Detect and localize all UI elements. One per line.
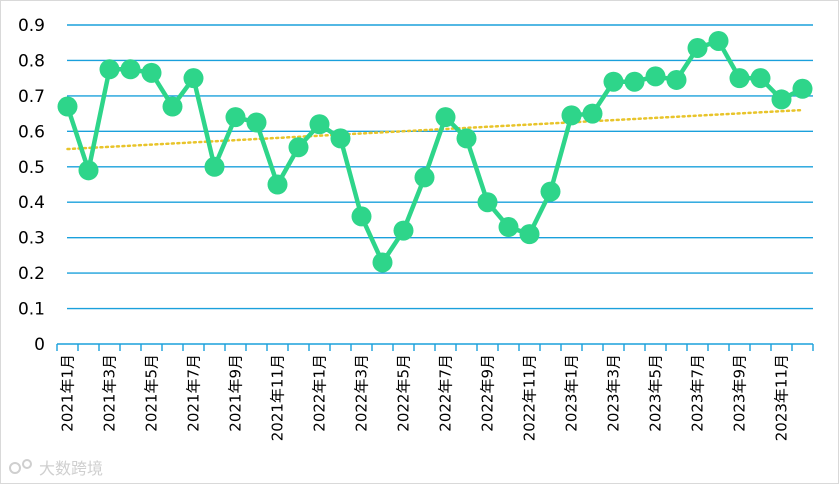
- data-point: [414, 167, 435, 188]
- data-point: [351, 206, 372, 227]
- data-point: [288, 137, 309, 158]
- axes: [56, 343, 814, 351]
- data-point: [372, 252, 393, 273]
- watermark-text: 大数跨境: [39, 459, 103, 478]
- data-point: [792, 78, 813, 99]
- x-tick-label: 2021年11月: [269, 354, 287, 441]
- y-tick-label: 0.4: [18, 193, 45, 213]
- x-tick-label: 2023年11月: [773, 354, 791, 441]
- data-point: [477, 192, 498, 213]
- x-tick-label: 2021年1月: [59, 354, 77, 432]
- watermark: 大数跨境: [9, 459, 103, 478]
- y-tick-label: 0.6: [18, 122, 45, 142]
- data-point: [99, 59, 120, 80]
- data-point: [309, 114, 330, 135]
- series-line: [65, 38, 804, 265]
- y-tick-label: 0.8: [18, 51, 45, 71]
- y-tick-label: 0.7: [18, 87, 45, 107]
- data-point: [645, 66, 666, 87]
- trendline-layer: [66, 108, 804, 151]
- x-tick-label: 2022年9月: [479, 354, 497, 432]
- data-point: [225, 107, 246, 128]
- x-tick-label: 2023年7月: [689, 354, 707, 432]
- y-tick-label: 0.2: [18, 264, 45, 284]
- gridlines: [67, 24, 813, 310]
- data-point: [498, 217, 519, 238]
- data-point: [708, 30, 729, 51]
- x-tick-label: 2022年11月: [521, 354, 539, 441]
- data-point: [750, 68, 771, 89]
- y-tick-label: 0.9: [18, 16, 45, 36]
- data-point: [729, 68, 750, 89]
- data-point: [771, 89, 792, 110]
- data-point: [204, 156, 225, 177]
- data-point: [141, 62, 162, 83]
- x-tick-label: 2023年5月: [647, 354, 665, 432]
- data-point: [540, 181, 561, 202]
- data-point: [78, 160, 99, 181]
- x-tick-label: 2021年3月: [101, 354, 119, 432]
- data-point: [267, 174, 288, 195]
- data-point: [561, 105, 582, 126]
- data-point: [582, 103, 603, 124]
- x-axis-labels: 2021年1月 2021年3月 2021年5月 2021年7月 2021年9月 2021年…: [59, 354, 791, 441]
- data-point: [624, 71, 645, 92]
- x-tick-label: 2021年5月: [143, 354, 161, 432]
- data-point: [120, 59, 141, 80]
- y-tick-label: 0: [34, 335, 45, 355]
- data-point: [666, 69, 687, 90]
- data-point: [687, 38, 708, 59]
- x-tick-label: 2022年5月: [395, 354, 413, 432]
- x-tick-label: 2022年3月: [353, 354, 371, 432]
- data-point: [162, 96, 183, 117]
- x-tick-label: 2023年9月: [731, 354, 749, 432]
- data-point: [330, 128, 351, 149]
- data-point: [435, 107, 456, 128]
- x-tick-label: 2022年7月: [437, 354, 455, 432]
- data-point: [456, 128, 477, 149]
- data-point: [183, 68, 204, 89]
- x-tick-label: 2021年9月: [227, 354, 245, 432]
- series-layer: [57, 30, 813, 273]
- y-tick-label: 0.3: [18, 229, 45, 249]
- trendline: [66, 108, 804, 151]
- data-point: [393, 220, 414, 241]
- x-tick-label: 2022年1月: [311, 354, 329, 432]
- x-tick-label: 2023年1月: [563, 354, 581, 432]
- data-point: [519, 224, 540, 245]
- x-tick-label: 2023年3月: [605, 354, 623, 432]
- x-tick-label: 2021年7月: [185, 354, 203, 432]
- y-tick-label: 0.1: [18, 300, 45, 320]
- y-tick-label: 0.5: [18, 158, 45, 178]
- data-point: [246, 112, 267, 133]
- y-axis-labels: 0 0.1 0.2 0.3 0.4 0.5 0.6 0.7 0.8 0.9: [18, 16, 45, 355]
- data-point: [57, 96, 78, 117]
- data-point: [603, 71, 624, 92]
